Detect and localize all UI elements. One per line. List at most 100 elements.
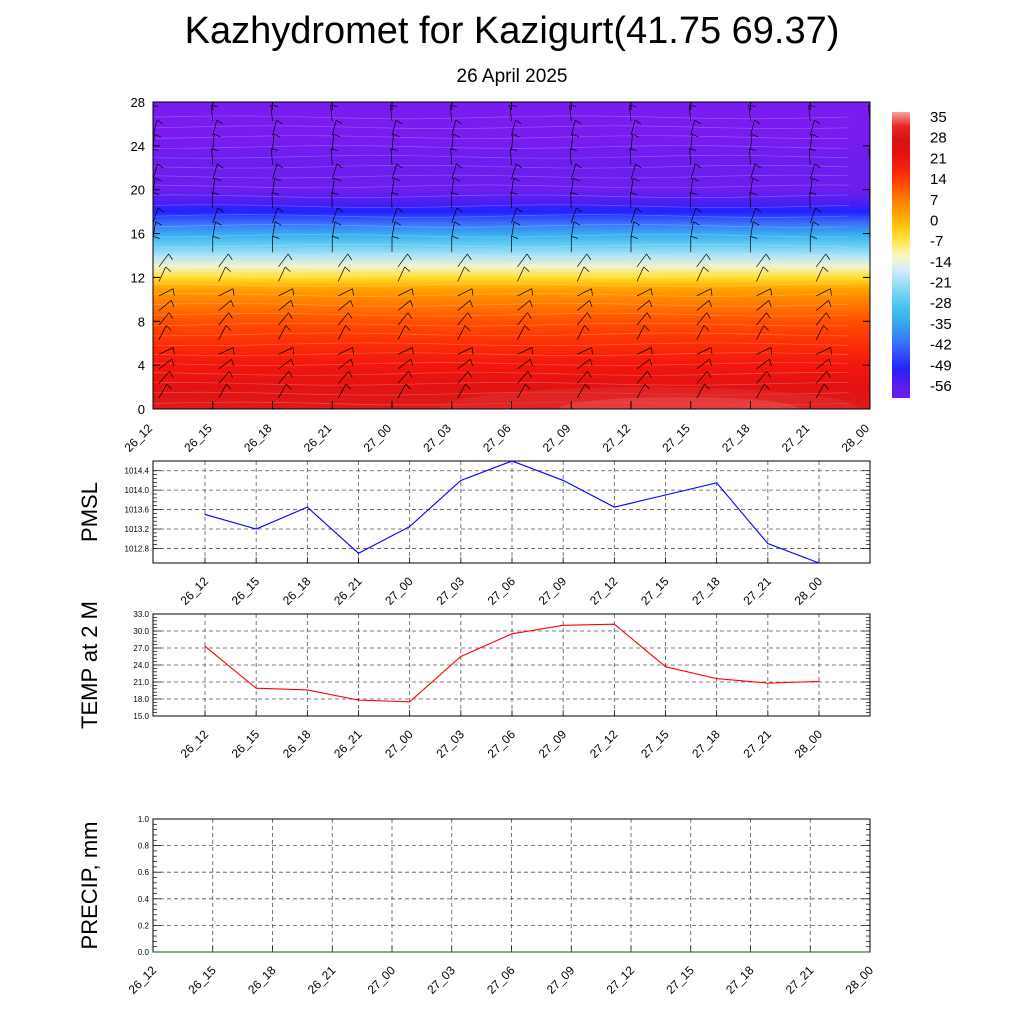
contour-line <box>153 312 850 317</box>
wind-barb-flag <box>285 325 291 331</box>
y-tick-label: 21.0 <box>133 678 149 687</box>
colorbar-label: 35 <box>930 109 947 126</box>
x-tick-label: 27_03 <box>420 421 454 455</box>
wind-barb-flag <box>287 253 293 260</box>
wind-barb-flag <box>277 207 284 213</box>
wind-barb-flag <box>470 359 474 366</box>
wind-barb-flag <box>692 177 700 182</box>
y-tick-label: 15.0 <box>133 712 149 721</box>
wind-barb-flag <box>874 120 880 124</box>
wind-barb-staff <box>517 347 533 355</box>
wind-barb-staff <box>517 288 532 297</box>
wind-barb-staff <box>690 207 697 224</box>
wind-barb-staff <box>511 207 517 224</box>
wind-barb-flag <box>156 119 164 125</box>
wind-barb-staff <box>636 325 645 340</box>
wind-barb-flag <box>646 312 652 319</box>
y-tick-label: 33.0 <box>133 610 149 619</box>
wind-barb-flag <box>232 288 235 296</box>
wind-barb-flag <box>345 325 351 331</box>
wind-barb-flag <box>337 207 344 213</box>
wind-barb-flag <box>273 133 281 138</box>
wind-barb-staff <box>457 383 466 399</box>
wind-barb-flag <box>157 163 164 169</box>
wind-barb-flag <box>823 383 829 390</box>
x-tick-label: 26_18 <box>245 963 279 997</box>
wind-barb-flag <box>695 163 702 169</box>
wind-barb-staff <box>278 300 292 311</box>
wind-barb-flag <box>531 347 534 355</box>
wind-barb-flag <box>172 288 175 296</box>
data-point <box>391 951 393 953</box>
wind-barb-flag <box>828 300 832 308</box>
wind-barb-flag <box>153 192 160 195</box>
wind-barb-flag <box>524 383 531 390</box>
x-tick-label: 27_00 <box>361 421 395 455</box>
wind-barb-staff <box>331 177 335 194</box>
wind-barb-flag <box>873 222 879 225</box>
data-point <box>212 951 214 953</box>
wind-barb-flag <box>407 253 412 260</box>
wind-barb-staff <box>153 119 158 136</box>
wind-barb-flag <box>225 266 231 272</box>
y-tick-label: 1014.4 <box>125 467 150 476</box>
wind-barb-staff <box>218 253 229 268</box>
wind-barb-flag <box>634 119 642 125</box>
data-point <box>357 699 360 701</box>
wind-barb-staff <box>397 371 409 384</box>
x-tick-label: 27_00 <box>382 574 416 608</box>
contour-line <box>153 372 850 376</box>
wind-barb-staff <box>509 105 512 122</box>
wind-barb-flag <box>157 207 164 213</box>
wind-barb-staff <box>337 253 349 268</box>
wind-barb-staff <box>809 192 811 209</box>
wind-barb-flag <box>288 312 293 319</box>
wind-barb-staff <box>337 266 346 282</box>
wind-barb-flag <box>583 266 590 272</box>
wind-barb-flag <box>212 235 220 239</box>
wind-barb-flag <box>531 288 534 296</box>
wind-barb-flag <box>635 163 642 169</box>
wind-barb-staff <box>272 207 278 224</box>
wind-barb-staff <box>210 105 214 122</box>
wind-barb-staff <box>630 177 634 194</box>
wind-barb-flag <box>643 325 650 331</box>
wind-barb-flag <box>643 266 650 272</box>
x-tick-label: 27_00 <box>365 963 399 997</box>
wind-barb-flag <box>644 383 650 390</box>
wind-barb-staff <box>876 254 886 267</box>
contour-line <box>153 283 850 287</box>
wind-barb-staff <box>158 253 169 268</box>
wind-barb-staff <box>517 253 528 268</box>
wind-barb-flag <box>765 253 771 260</box>
contour-line <box>153 382 850 386</box>
wind-barb-staff <box>577 288 592 297</box>
wind-barb-staff <box>158 288 174 297</box>
wind-barb-staff <box>391 192 393 209</box>
wind-barb-flag <box>390 104 398 107</box>
data-point <box>271 951 274 953</box>
wind-barb-flag <box>752 221 760 226</box>
contour-line <box>153 125 850 129</box>
wind-barb-flag <box>890 289 891 296</box>
y-tick-label: 30.0 <box>133 627 149 636</box>
colorbar-label: 7 <box>930 192 938 209</box>
wind-barb-flag <box>572 133 580 138</box>
wind-barb-staff <box>391 207 398 224</box>
wind-barb-flag <box>228 371 234 378</box>
wind-barb-staff <box>577 347 592 355</box>
wind-barb-flag <box>576 207 583 213</box>
wind-barb-flag <box>589 359 593 366</box>
wind-barb-flag <box>635 207 642 213</box>
wind-barb-staff <box>756 253 767 268</box>
wind-barb-staff <box>750 134 753 151</box>
wind-barb-flag <box>215 221 222 226</box>
wind-barb-flag <box>812 221 820 226</box>
x-tick-label: 27_15 <box>659 421 693 455</box>
colorbar-label: -56 <box>930 378 952 395</box>
y-tick-label: 12 <box>131 270 145 285</box>
wind-barb-flag <box>812 177 819 182</box>
wind-barb-staff <box>212 119 218 136</box>
wind-barb-staff <box>457 347 473 355</box>
x-tick-label: 27_18 <box>689 574 723 608</box>
